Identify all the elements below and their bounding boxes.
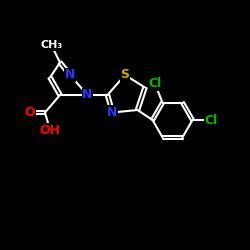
Text: N: N	[107, 106, 118, 119]
Text: O: O	[25, 106, 35, 119]
Text: N: N	[82, 88, 93, 102]
Text: CH₃: CH₃	[40, 40, 62, 50]
Text: Cl: Cl	[204, 114, 218, 126]
Text: S: S	[120, 68, 130, 82]
Text: Cl: Cl	[148, 78, 162, 90]
Text: OH: OH	[40, 124, 60, 136]
Text: N: N	[65, 68, 75, 82]
